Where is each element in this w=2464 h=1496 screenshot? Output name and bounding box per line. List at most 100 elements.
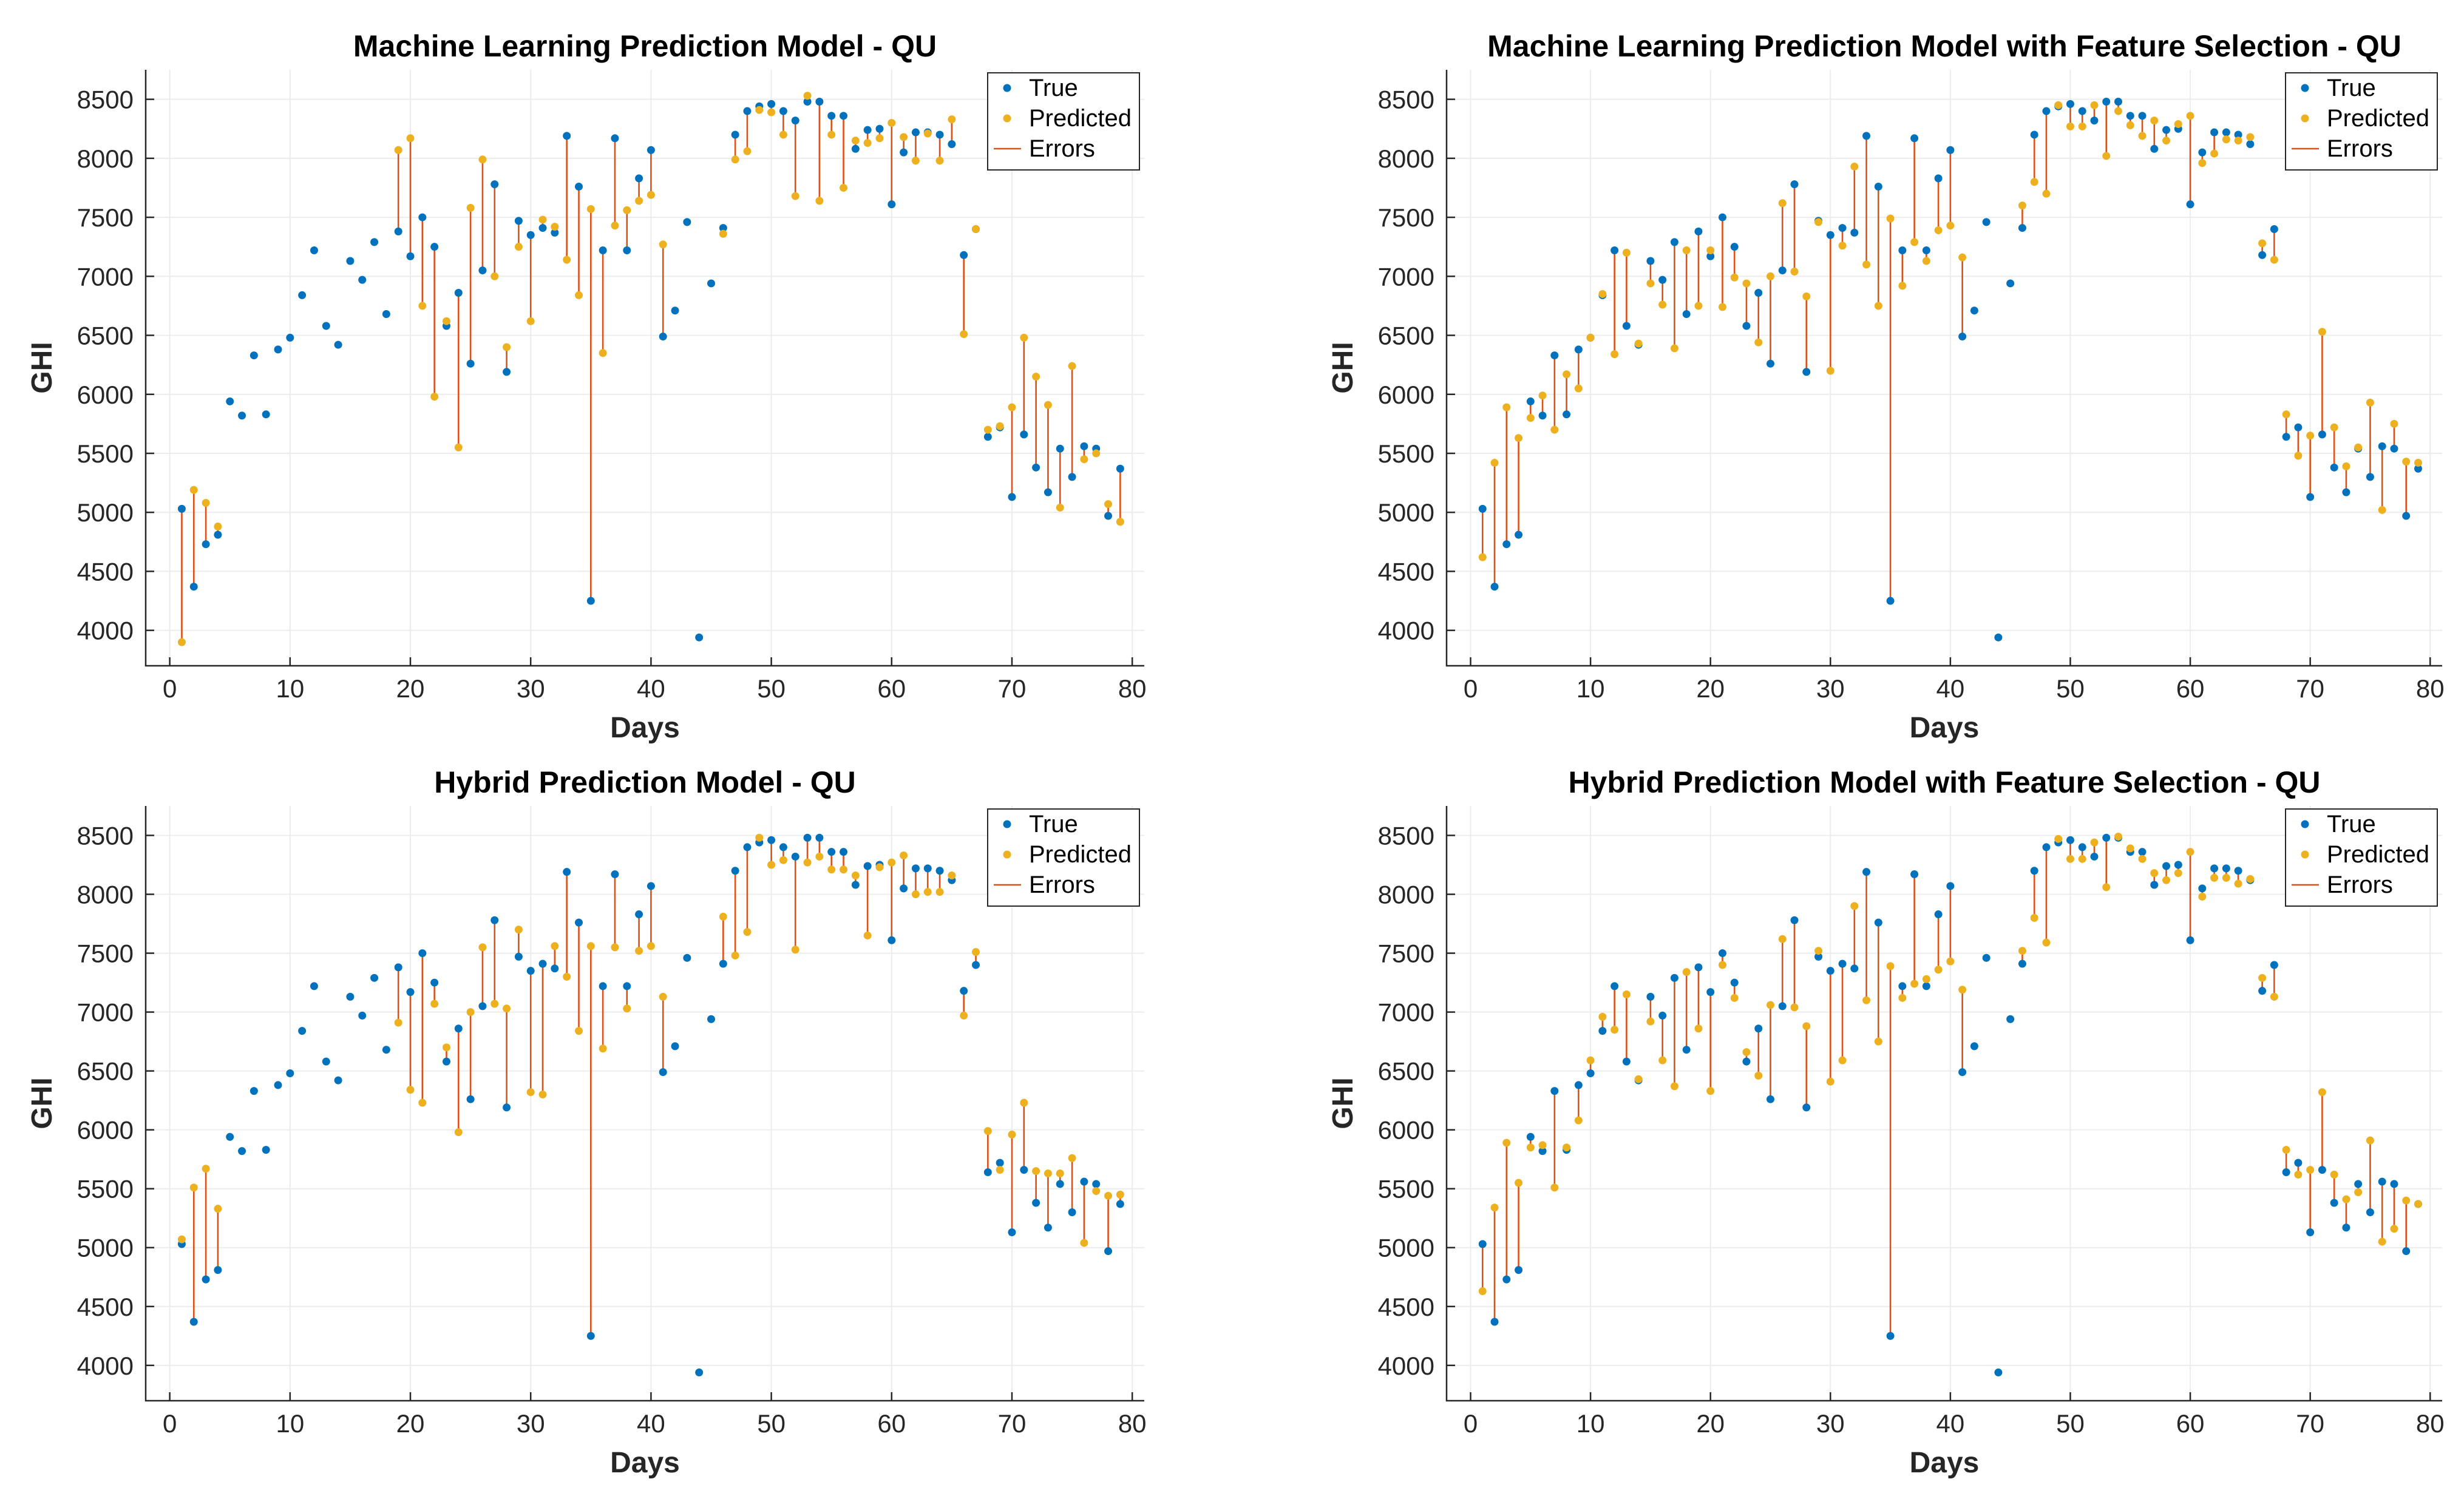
- x-tick-label: 80: [2416, 674, 2445, 703]
- legend-box: [987, 72, 1140, 171]
- predicted-point: [1092, 1187, 1101, 1196]
- true-point: [310, 246, 318, 255]
- y-tick-label: 6500: [77, 322, 134, 350]
- predicted-point: [1826, 1077, 1834, 1086]
- x-tick-label: 70: [2296, 1409, 2324, 1438]
- true-point: [1886, 597, 1895, 605]
- x-tick-label: 0: [1464, 674, 1478, 703]
- predicted-point: [2126, 121, 2134, 129]
- true-point: [1778, 1002, 1787, 1010]
- y-axis-label: GHI: [1327, 1077, 1359, 1129]
- predicted-point: [1080, 455, 1088, 464]
- predicted-point: [1515, 434, 1523, 442]
- predicted-point: [719, 912, 727, 921]
- y-tick-label: 4000: [77, 617, 134, 645]
- true-series: [177, 833, 1124, 1376]
- axes-frame: [1445, 806, 2442, 1402]
- predicted-point: [1563, 1143, 1571, 1152]
- predicted-point: [1538, 1141, 1547, 1149]
- true-point: [2078, 843, 2086, 851]
- true-point: [1982, 218, 1991, 226]
- predicted-point: [2090, 101, 2099, 109]
- predicted-point: [2066, 855, 2074, 863]
- predicted-point: [503, 343, 511, 351]
- predicted-point: [2210, 149, 2219, 158]
- predicted-point: [755, 833, 764, 842]
- true-point: [454, 1024, 463, 1033]
- true-point: [1538, 411, 1547, 420]
- predicted-point: [551, 942, 559, 950]
- predicted-point: [888, 119, 896, 127]
- errors-series: [181, 95, 1121, 643]
- true-point: [1044, 1224, 1052, 1232]
- true-point: [1080, 442, 1088, 450]
- x-tick-label: 20: [396, 1409, 425, 1438]
- predicted-point: [1104, 1191, 1113, 1200]
- predicted-point: [1670, 1082, 1678, 1091]
- true-point: [370, 238, 379, 246]
- true-point: [2030, 867, 2038, 875]
- true-point: [189, 583, 198, 591]
- predicted-point: [2138, 132, 2147, 140]
- predicted-point: [743, 147, 752, 155]
- true-point: [177, 504, 186, 513]
- predicted-point: [996, 422, 1004, 430]
- true-point: [1068, 473, 1076, 481]
- true-point: [2090, 117, 2099, 125]
- predicted-point: [1478, 553, 1487, 561]
- true-point: [1478, 504, 1487, 513]
- predicted-point: [1116, 1190, 1124, 1199]
- true-point: [2318, 430, 2326, 439]
- predicted-point: [731, 155, 739, 164]
- predicted-point: [1490, 1203, 1499, 1212]
- legend-box: [2285, 72, 2438, 171]
- predicted-point: [394, 1018, 402, 1027]
- y-tick-label: 6500: [1378, 322, 1434, 350]
- predicted-point: [659, 992, 667, 1001]
- true-point: [1802, 368, 1811, 376]
- true-point: [1970, 1042, 1978, 1051]
- predicted-point: [1670, 344, 1678, 353]
- predicted-point: [503, 1004, 511, 1013]
- true-point: [923, 864, 932, 873]
- legend-predicted-marker: [1003, 114, 1011, 123]
- legend: True Predicted Errors: [987, 808, 1140, 907]
- predicted-point: [1610, 1026, 1619, 1034]
- x-tick-label: 80: [1118, 674, 1147, 703]
- predicted-point: [1934, 966, 1943, 974]
- y-tick-label: 7500: [1378, 939, 1434, 968]
- predicted-point: [2294, 1170, 2303, 1179]
- true-point: [298, 291, 307, 299]
- true-point: [1490, 583, 1499, 591]
- predicted-point: [972, 948, 980, 956]
- true-point: [286, 333, 294, 342]
- predicted-point: [2102, 152, 2111, 160]
- predicted-point: [1922, 975, 1930, 983]
- predicted-point: [1515, 1179, 1523, 1187]
- true-point: [1934, 910, 1943, 919]
- predicted-point: [1538, 391, 1547, 400]
- predicted-point: [2054, 101, 2063, 109]
- predicted-point: [900, 851, 908, 860]
- true-point: [382, 1046, 390, 1054]
- predicted-point: [623, 206, 631, 214]
- true-point: [1946, 882, 1955, 890]
- x-tick-label: 10: [276, 674, 304, 703]
- predicted-point: [394, 146, 402, 154]
- predicted-point: [1754, 338, 1763, 347]
- predicted-point: [635, 197, 643, 205]
- true-point: [2042, 843, 2051, 851]
- true-point: [2018, 960, 2026, 968]
- predicted-point: [1742, 1048, 1751, 1057]
- true-point: [2282, 1168, 2290, 1177]
- predicted-point: [1550, 1183, 1559, 1192]
- true-point: [671, 306, 679, 315]
- predicted-point: [430, 393, 439, 401]
- predicted-point: [1910, 238, 1919, 246]
- true-point: [298, 1027, 307, 1035]
- true-point: [1706, 988, 1715, 997]
- predicted-point: [2030, 913, 2038, 922]
- predicted-point: [2282, 1146, 2290, 1154]
- true-point: [249, 1087, 258, 1095]
